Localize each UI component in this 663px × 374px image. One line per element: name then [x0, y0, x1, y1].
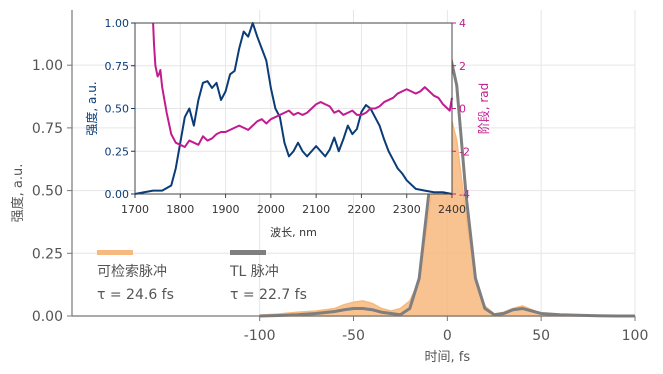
main-y-tick-label: 0.00: [32, 309, 63, 325]
inset-y-tick-label: 0.25: [105, 145, 130, 158]
inset-x-tick-label: 1900: [212, 203, 240, 216]
inset-y-tick-label: 0.75: [105, 60, 130, 73]
legend-label-tl: TL 脉冲: [229, 264, 279, 280]
inset-series: [134, 22, 453, 195]
inset-y2-tick-label: -4: [459, 188, 470, 201]
inset-y2-tick-label: 0: [459, 103, 466, 116]
legend-tau-tl: τ = 22.7 fs: [230, 287, 307, 303]
main-x-tick-label: 50: [532, 328, 550, 344]
legend: 可检索脉冲 τ = 24.6 fs TL 脉冲 τ = 22.7 fs: [97, 250, 307, 303]
inset-plot: 1700 1800 1900 2000 2100 2200 2300 2400 0.00 0.25…: [84, 17, 491, 239]
inset-ticks: 1700 1800 1900 2000 2100 2200 2300 2400 0.00 0.25…: [105, 17, 470, 216]
main-y-axis-label: 强度, a.u.: [10, 164, 26, 223]
main-x-tick-label: -100: [244, 328, 276, 344]
legend-swatch-retrieved: [97, 250, 133, 255]
inset-y2-tick-label: 2: [459, 60, 466, 73]
inset-y2-tick-label: 4: [459, 17, 466, 30]
main-y-tick-label: 0.75: [32, 121, 63, 137]
inset-x-tick-label: 1700: [121, 203, 149, 216]
main-y-tick-label: 1.00: [32, 58, 63, 74]
inset-y-tick-label: 0.50: [105, 103, 130, 116]
inset-y-tick-label: 1.00: [105, 17, 130, 30]
inset-y2-tick-label: -2: [459, 145, 470, 158]
inset-y-axis-label: 强度, a.u.: [84, 81, 99, 135]
inset-x-tick-label: 2200: [347, 203, 375, 216]
main-x-tick-label: 0: [443, 328, 452, 344]
inset-y-tick-label: 0.00: [105, 188, 130, 201]
main-x-axis-label: 时间, fs: [425, 350, 471, 365]
spectrum-line: [134, 22, 453, 195]
phase-line: [152, 22, 453, 148]
inset-x-tick-label: 2000: [257, 203, 285, 216]
inset-x-tick-label: 2300: [393, 203, 421, 216]
inset-y2-axis-label: 阶段, rad: [476, 83, 491, 135]
inset-x-tick-label: 2100: [302, 203, 330, 216]
main-y-tick-label: 0.25: [32, 246, 63, 262]
main-y-tick-label: 0.50: [32, 184, 63, 200]
legend-swatch-tl: [230, 250, 266, 255]
legend-label-retrieved: 可检索脉冲: [97, 263, 167, 280]
legend-tau-retrieved: τ = 24.6 fs: [97, 287, 174, 303]
main-x-tick-label: -50: [342, 328, 365, 344]
inset-x-tick-label: 1800: [166, 203, 194, 216]
main-ticks: 0.00 0.25 0.50 0.75 1.00 -100 -50 0 50 100: [32, 58, 649, 344]
inset-x-tick-label: 2400: [438, 203, 466, 216]
main-x-tick-label: 100: [622, 328, 649, 344]
inset-x-axis-label: 波长, nm: [270, 226, 317, 239]
